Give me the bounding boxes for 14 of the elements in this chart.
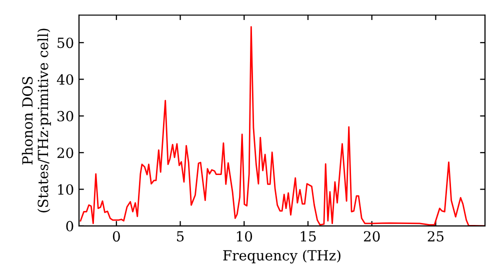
x-tick-label: 25 xyxy=(428,231,444,242)
y-tick-label: 40 xyxy=(56,74,74,85)
x-tick-label: 15 xyxy=(300,231,316,242)
x-tick-label: 0 xyxy=(112,231,120,242)
y-tick-label: 20 xyxy=(57,148,74,158)
y-tick-label: 10 xyxy=(58,184,74,195)
y-axis-title: Phonon DOS (States/THz·primitive cell) xyxy=(22,28,51,212)
x-axis-title: Frequency (THz) xyxy=(223,250,340,264)
y-tick-label: 30 xyxy=(58,110,74,122)
y-tick-label: 0 xyxy=(66,220,74,232)
y-tick-label: 50 xyxy=(58,38,74,48)
x-tick-label: 5 xyxy=(177,231,184,242)
x-tick-label: 20 xyxy=(364,231,380,242)
x-tick-label: 10 xyxy=(236,231,252,242)
